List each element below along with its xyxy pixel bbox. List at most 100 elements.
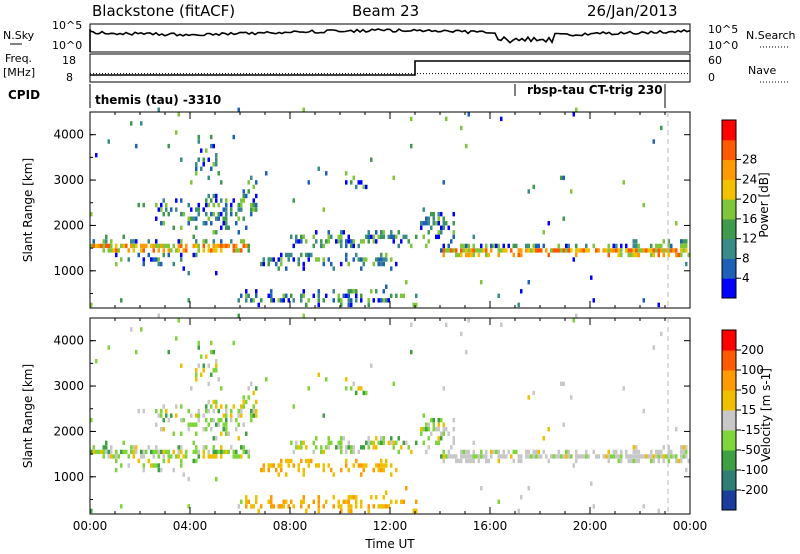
power-cell	[215, 248, 218, 253]
power-cell	[410, 116, 413, 122]
power-cell	[297, 257, 300, 262]
power-cell	[472, 252, 475, 258]
velocity-cell	[542, 436, 545, 441]
power-cell	[442, 216, 445, 221]
velocity-cell	[250, 408, 253, 414]
power-cell	[197, 139, 200, 144]
velocity-cell	[167, 458, 170, 464]
power-cell	[390, 266, 393, 271]
velocity-cell	[90, 417, 93, 423]
velocity-cell	[327, 436, 330, 441]
power-cell	[437, 221, 440, 226]
power-cell	[400, 293, 403, 299]
velocity-cell	[222, 427, 225, 432]
power-cell	[597, 248, 600, 253]
power-cell	[657, 302, 660, 308]
velocity-cell	[437, 422, 440, 427]
velocity-cell	[667, 445, 670, 450]
xtick-label: 16:00	[473, 519, 508, 533]
power-cell	[390, 234, 393, 240]
power-cell	[565, 248, 568, 253]
power-cell	[182, 211, 185, 217]
power-cell	[255, 180, 258, 185]
power-cell	[92, 243, 95, 249]
power-cell	[425, 243, 428, 249]
power-cell	[270, 298, 273, 303]
power-cell	[107, 139, 110, 144]
power-cell	[202, 239, 205, 244]
power-cell	[407, 239, 410, 244]
power-cell	[510, 248, 513, 253]
power-cell	[340, 243, 343, 249]
velocity-cell	[395, 440, 398, 446]
power-cell	[240, 207, 243, 212]
velocity-cell	[290, 499, 293, 505]
velocity-cell	[642, 504, 645, 509]
power-cell	[242, 189, 245, 194]
velocity-cell	[682, 445, 685, 450]
velocity-cell	[287, 463, 290, 468]
power-cell	[290, 252, 293, 258]
power-cell	[340, 230, 343, 235]
velocity-cell	[220, 449, 223, 455]
velocity-cell	[447, 454, 450, 459]
power-cell	[232, 248, 235, 253]
velocity-cell	[360, 386, 363, 391]
velocity-cell	[270, 504, 273, 509]
velocity-cell	[237, 313, 240, 318]
velocity-cell	[212, 454, 215, 459]
power-cell	[212, 193, 215, 199]
power-cell	[505, 248, 508, 253]
power-cell	[180, 239, 183, 244]
power-cell	[447, 243, 450, 249]
velocity-cell	[627, 458, 630, 464]
power-cell	[372, 261, 375, 267]
power-cell	[222, 216, 225, 221]
velocity-cell	[347, 467, 350, 473]
velocity-cell	[332, 495, 335, 500]
power-cell	[650, 248, 653, 253]
velocity-cell	[347, 499, 350, 505]
xtick-label: 08:00	[273, 519, 308, 533]
power-cell	[197, 207, 200, 212]
velocity-cell	[215, 363, 218, 368]
velocity-cell	[247, 454, 250, 459]
velocity-cell	[352, 463, 355, 468]
power-cell	[107, 248, 110, 253]
velocity-cell	[142, 463, 145, 468]
velocity-cell	[400, 499, 403, 505]
power-cell	[237, 107, 240, 112]
velocity-cell	[465, 349, 468, 355]
velocity-cell	[655, 449, 658, 455]
power-cell	[162, 248, 165, 253]
power-cell	[307, 252, 310, 258]
velocity-cell	[390, 436, 393, 441]
power-cell	[655, 248, 658, 253]
nsky-series	[89, 28, 691, 45]
power-cell	[595, 248, 598, 253]
velocity-cell	[650, 454, 653, 459]
power-cell	[640, 248, 643, 253]
velocity-cell	[205, 427, 208, 432]
velocity-cell	[255, 399, 258, 405]
velocity-cell	[125, 449, 128, 455]
power-cell	[135, 239, 138, 244]
velocity-cell	[280, 504, 283, 509]
power-cell	[202, 207, 205, 212]
velocity-cell	[427, 427, 430, 432]
velocity-cell	[445, 454, 448, 459]
colorbar-tick-label: 15	[741, 403, 756, 417]
power-cell	[230, 211, 233, 217]
power-cell	[110, 239, 113, 244]
velocity-cell	[212, 436, 215, 441]
power-cell	[217, 216, 220, 221]
power-cell	[340, 298, 343, 303]
power-cell	[202, 162, 205, 167]
velocity-cell	[367, 508, 370, 514]
power-cell	[562, 175, 565, 181]
velocity-cell	[205, 445, 208, 450]
ytick-label: 3000	[53, 173, 84, 187]
power-cell	[162, 252, 165, 258]
power-cell	[195, 243, 198, 249]
velocity-cell	[525, 454, 528, 459]
